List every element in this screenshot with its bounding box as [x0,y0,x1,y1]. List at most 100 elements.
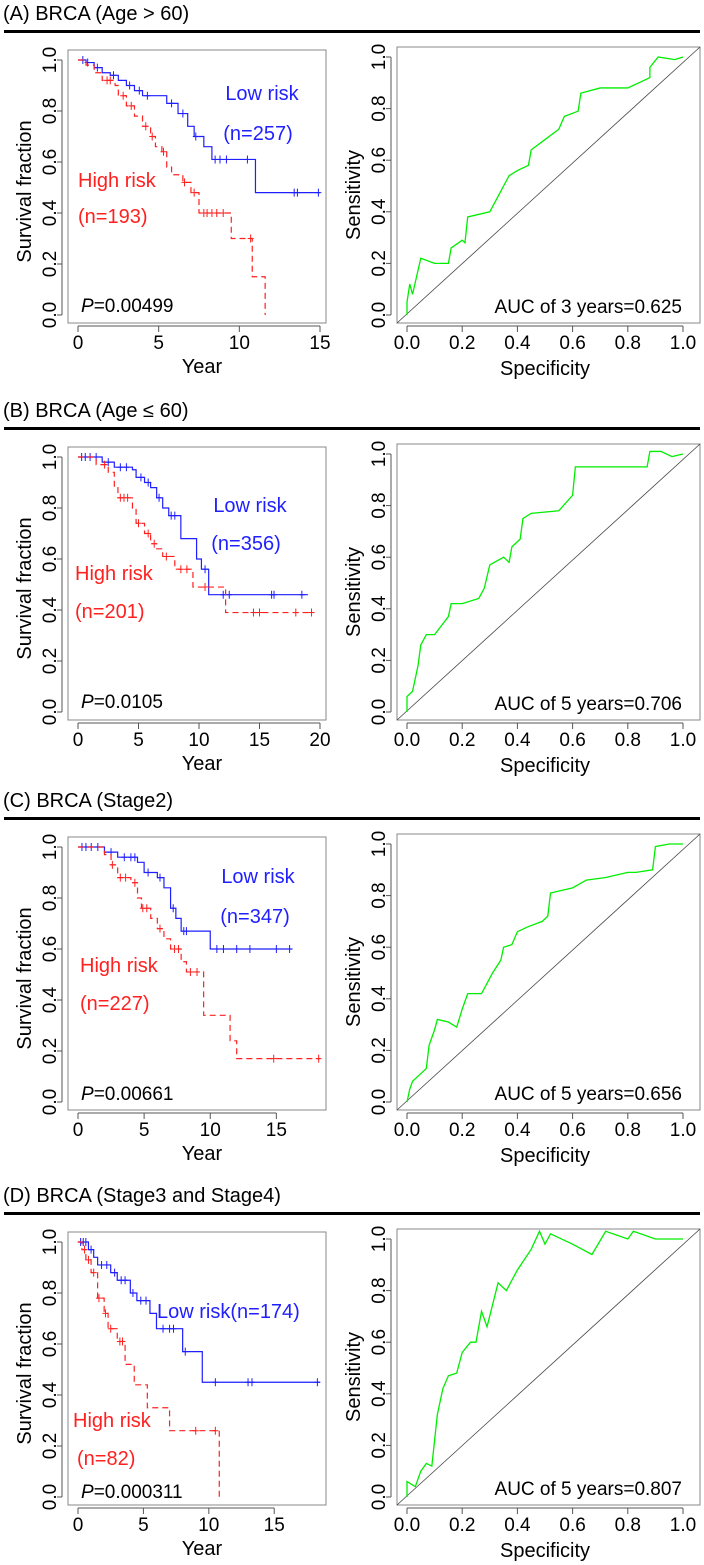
km-x-tick-label: 10 [198,1515,219,1536]
roc-x-tick-label: 1.0 [670,1515,696,1536]
censor-mark [182,1347,189,1356]
censor-mark [156,493,163,502]
km-y-tick-label: 0.0 [40,699,61,725]
panel-title: (C) BRCA (Stage2) [3,790,173,812]
roc-reference-diagonal [396,443,701,721]
censor-mark [179,109,186,118]
censor-mark [315,1054,322,1063]
km-x-tick-label: 20 [309,730,330,751]
roc-y-tick-label: 0.8 [369,492,390,518]
roc-x-tick-label: 0.8 [615,333,641,354]
censor-mark [233,945,240,953]
km-y-tick-label: 0.8 [40,98,61,124]
roc-x-tick-label: 0.4 [504,1515,531,1536]
censor-mark [270,1054,277,1063]
roc-y-tick-label: 0.6 [369,147,390,173]
censor-mark [247,234,254,243]
km-y-axis-label: Survival fraction [14,907,36,1049]
p-value: =0.00661 [94,1084,174,1105]
roc-y-tick-label: 0.6 [369,934,390,960]
censor-mark [122,873,129,882]
roc-x-tick-label: 0.0 [394,333,420,354]
panel-b-figure: (B) BRCA (Age ≤ 60) 0.0 0.2 0.4 0.6 0.8 1.0 0 5 1… [3,400,701,777]
panel-a-figure: (A) BRCA (Age > 60) 0.0 0.2 0.4 0.6 0.8 1.0 0 5 1… [3,3,701,380]
p-value-label: P=0.00661 [81,1084,173,1105]
roc-y-tick-label: 0.4 [369,985,390,1012]
roc-plot-frame [396,443,701,721]
censor-mark [175,945,182,953]
panel-a: (A) BRCA (Age > 60) 0.0 0.2 0.4 0.6 0.8 1.0 0 5 1… [0,0,704,383]
roc-y-axis-label: Sensitivity [343,150,365,240]
km-y-tick-label: 0.4 [40,199,61,226]
censor-mark [212,1426,219,1435]
censor-mark [271,590,278,599]
p-symbol: P [81,296,94,317]
km-x-tick-label: 5 [153,333,164,354]
censor-mark [194,967,201,976]
roc-x-tick-label: 0.2 [449,730,475,751]
p-value-label: P=0.0105 [81,692,163,713]
censor-mark [314,1378,321,1387]
km-plot-frame [67,446,327,721]
roc-curve [406,56,684,315]
roc-x-tick-label: 0.4 [504,333,531,354]
low-risk-curve [78,846,293,950]
auc-label: AUC of 3 years=0.625 [495,297,682,318]
low-risk-label: Low risk [213,495,287,517]
roc-x-tick-label: 0.4 [504,730,531,751]
roc-y-axis-label: Sensitivity [343,1332,365,1422]
km-y-tick-label: 0.4 [40,1381,61,1408]
roc-y-axis-label: Sensitivity [343,937,365,1027]
censor-mark [177,565,184,574]
low-risk-label: Low risk(n=174) [157,1301,300,1323]
roc-reference-diagonal [396,46,701,324]
censor-mark [117,873,124,882]
low-risk-n-label: (n=257) [223,123,293,145]
roc-y-tick-label: 1.0 [369,441,390,467]
roc-x-tick-label: 0.0 [394,1120,420,1141]
censor-mark [308,608,315,617]
censor-mark [213,945,220,953]
censor-mark [144,91,151,100]
roc-y-axis-label: Sensitivity [343,547,365,637]
censor-mark [98,1260,105,1269]
censor-mark [137,1296,144,1305]
km-x-tick-label: 15 [266,1120,287,1141]
high-risk-curve [78,846,320,1060]
censor-mark [124,493,131,502]
km-x-tick-label: 15 [249,730,270,751]
roc-x-axis-label: Specificity [500,1145,590,1167]
roc-x-tick-label: 0.0 [394,730,420,751]
panel-c: (C) BRCA (Stage2) 0.0 0.2 0.4 0.6 0.8 1.0 0 5 10 1… [0,787,704,1170]
censor-mark [213,209,220,217]
censor-mark [160,1324,167,1333]
censor-mark [85,1255,92,1264]
km-y-tick-label: 0.6 [40,1331,61,1357]
censor-mark [244,155,251,164]
high-risk-label: High risk [73,1410,152,1432]
roc-x-tick-label: 0.2 [449,1120,475,1141]
km-y-tick-label: 0.2 [40,648,61,674]
roc-y-tick-label: 0.0 [369,302,390,328]
censor-mark [202,583,209,592]
low-risk-curve [78,1241,320,1383]
roc-y-tick-label: 0.4 [369,198,390,225]
panel-d: (D) BRCA (Stage3 and Stage4) 0.0 0.2 0.4 0.6… [0,1182,704,1565]
roc-y-tick-label: 0.0 [369,1089,390,1115]
km-x-tick-label: 5 [139,1120,150,1141]
censor-mark [131,853,138,862]
roc-y-tick-label: 0.4 [369,1380,390,1407]
km-y-axis-label: Survival fraction [14,517,36,659]
low-risk-curve [78,59,320,194]
roc-x-tick-label: 1.0 [670,333,696,354]
roc-y-tick-label: 0.2 [369,647,390,673]
censor-mark [246,945,253,953]
censor-mark [145,868,152,877]
km-y-tick-label: 0.6 [40,546,61,572]
censor-mark [250,608,257,617]
high-risk-label: High risk [78,170,157,192]
censor-mark [298,590,305,599]
censor-mark [187,967,194,976]
censor-mark [117,463,124,472]
censor-mark [163,552,170,561]
